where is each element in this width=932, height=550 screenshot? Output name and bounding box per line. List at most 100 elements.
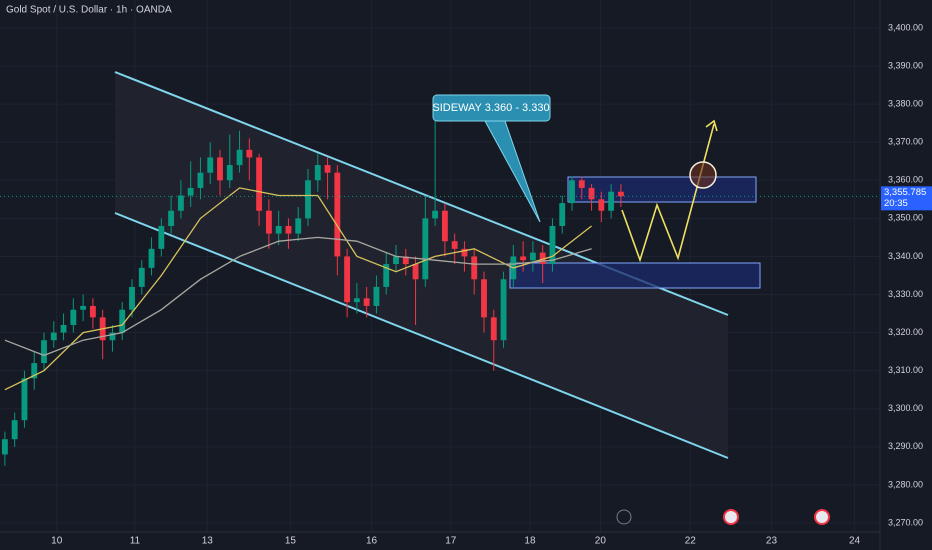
price-axis: [880, 0, 932, 550]
candle-body: [383, 264, 390, 287]
candle-body: [11, 420, 18, 440]
event-icons: [616, 509, 830, 525]
callout-box: [432, 94, 551, 122]
candle-body: [285, 225, 292, 234]
candle-body: [246, 149, 253, 158]
candle-body: [539, 252, 546, 265]
candle-body: [21, 378, 28, 421]
candle-body: [549, 225, 556, 265]
y-tick-label: 3,270.00: [888, 517, 923, 527]
candle-body: [412, 264, 419, 280]
candle-body: [177, 195, 184, 211]
candle-body: [50, 332, 57, 341]
candle-body: [265, 210, 272, 234]
candle-body: [168, 210, 175, 226]
y-tick-label: 3,360.00: [888, 175, 923, 185]
candle-body: [363, 298, 370, 306]
candle-body: [324, 165, 331, 173]
candle-body: [158, 225, 165, 249]
y-tick-label: 3,350.00: [888, 213, 923, 223]
candle-body: [461, 248, 468, 257]
candle-body: [295, 218, 302, 234]
candle-body: [422, 218, 429, 280]
candle-body: [559, 203, 566, 226]
candle-body: [588, 187, 595, 200]
countdown-label: 20:35: [884, 198, 908, 209]
candle-body: [490, 317, 497, 341]
candle-body: [578, 180, 585, 188]
projection-path: [621, 123, 715, 263]
x-tick-label: 10: [51, 536, 63, 547]
x-tick-label: 17: [445, 536, 457, 547]
candle-body: [432, 210, 439, 219]
x-tick-label: 24: [849, 536, 861, 547]
candle-body: [393, 256, 399, 265]
candle-body: [109, 332, 116, 341]
event-icon: [616, 509, 632, 525]
candle-body: [500, 279, 507, 341]
x-tick-label: 13: [202, 536, 214, 547]
candle-body: [148, 248, 155, 268]
candle-body: [70, 309, 77, 325]
candle-body: [520, 256, 527, 261]
event-icon: [723, 509, 739, 525]
y-tick-label: 3,400.00: [888, 22, 923, 32]
candle-body: [441, 210, 448, 242]
candle-body: [256, 157, 263, 211]
candle-body: [207, 157, 214, 173]
y-tick-label: 3,320.00: [888, 327, 923, 337]
callout-text: SIDEWAY 3.360 - 3.330: [432, 102, 549, 114]
x-tick-label: 23: [766, 536, 778, 547]
support-box: [509, 262, 761, 289]
candle-body: [608, 191, 615, 211]
candle-body: [31, 363, 38, 379]
candle-body: [529, 252, 536, 261]
candle-body: [344, 256, 351, 303]
y-tick-label: 3,290.00: [888, 441, 923, 451]
y-tick-label: 3,380.00: [888, 99, 923, 109]
projection-arrow: [705, 119, 718, 132]
candle-body: [138, 267, 145, 287]
x-tick-label: 18: [524, 536, 536, 547]
moving-average: [4, 187, 592, 391]
moving-average: [4, 236, 592, 357]
candle-body: [451, 241, 458, 249]
candle-body: [275, 225, 282, 234]
candle-body: [217, 157, 223, 181]
candle-body: [373, 286, 380, 306]
plot: [0, 111, 880, 466]
event-icon: [814, 509, 830, 525]
x-tick-label: 16: [366, 536, 378, 547]
x-tick-label: 15: [285, 536, 297, 547]
y-tick-label: 3,280.00: [888, 479, 923, 489]
candle-body: [305, 180, 311, 219]
resistance-box: [567, 176, 757, 203]
candle-body: [598, 199, 605, 211]
candle-body: [353, 298, 360, 303]
x-tick-label: 20: [595, 536, 607, 547]
last-price-label: 3,355.785: [884, 187, 926, 198]
last-price-badge: [881, 186, 932, 211]
candle-body: [481, 279, 487, 318]
candle-body: [402, 256, 409, 265]
candle-body: [89, 305, 96, 318]
candle-body: [41, 340, 47, 364]
candle-body: [314, 165, 321, 181]
candle-body: [60, 324, 67, 333]
y-tick-label: 3,310.00: [888, 365, 923, 375]
x-tick-label: 22: [685, 536, 697, 547]
y-tick-label: 3,330.00: [888, 289, 923, 299]
y-tick-label: 3,300.00: [888, 403, 923, 413]
y-tick-label: 3,390.00: [888, 60, 923, 70]
candle-body: [197, 172, 204, 188]
channel-fill: [115, 72, 728, 458]
candle-body: [334, 172, 341, 257]
x-tick-label: 11: [130, 536, 141, 547]
candle-body: [569, 180, 575, 204]
candle-body: [80, 305, 87, 310]
candle-body: [119, 309, 126, 333]
chart-title: Gold Spot / U.S. Dollar · 1h · OANDA: [6, 5, 172, 16]
candle-body: [1, 439, 8, 455]
breakout-circle: [689, 161, 717, 189]
